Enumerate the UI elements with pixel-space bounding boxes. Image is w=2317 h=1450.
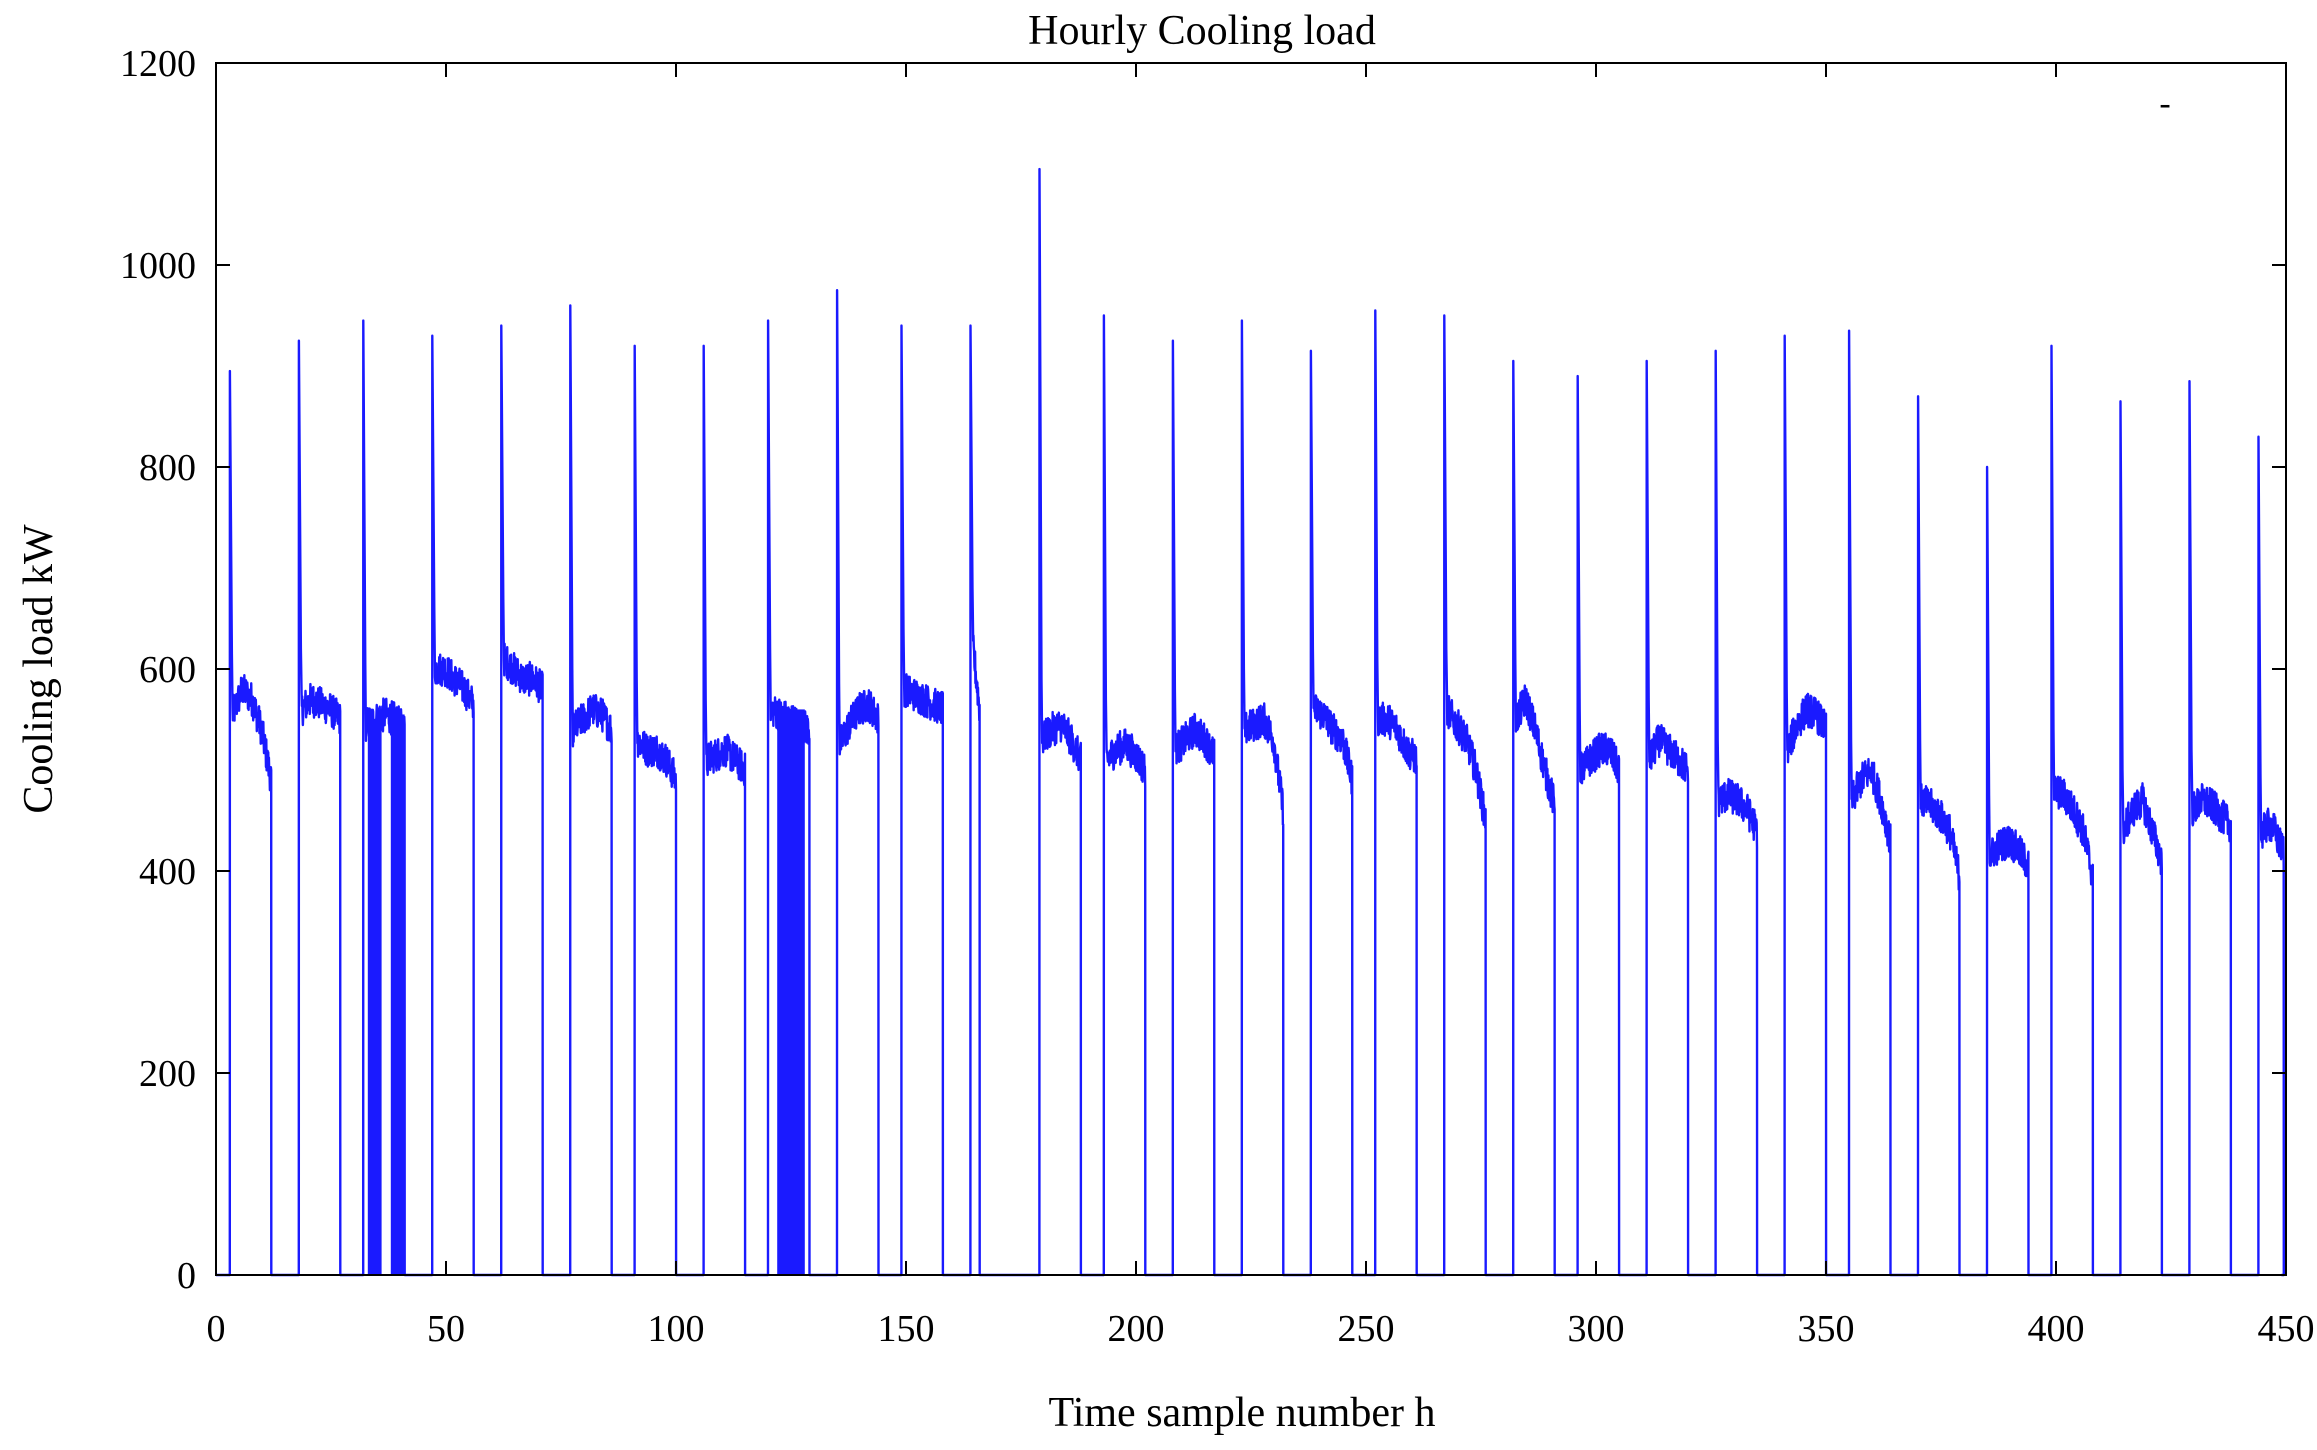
- y-axis-label: Cooling load kW: [16, 524, 62, 814]
- y-tick-label-5: 1000: [120, 245, 196, 287]
- y-tick-label-4: 800: [139, 447, 196, 489]
- x-tick-label-7: 350: [1798, 1308, 1855, 1350]
- x-tick-label-1: 50: [427, 1308, 465, 1350]
- x-tick-label-3: 150: [878, 1308, 935, 1350]
- x-tick-label-0: 0: [207, 1308, 226, 1350]
- y-axis-ticks: 0 200 400 600 800 1000 1200: [120, 43, 2286, 1297]
- dense-block-1: [390, 714, 405, 1275]
- x-tick-label-5: 250: [1338, 1308, 1395, 1350]
- y-tick-label-3: 600: [139, 649, 196, 691]
- chart-title: Hourly Cooling load: [1028, 8, 1376, 54]
- series-layer: [216, 167, 2285, 1277]
- y-tick-label-6: 1200: [120, 43, 196, 85]
- x-axis-ticks: 0 50 100 150 200 250 300 350 400 450: [207, 63, 2315, 1350]
- x-tick-label-2: 100: [648, 1308, 705, 1350]
- x-tick-label-9: 450: [2258, 1308, 2315, 1350]
- x-axis-label: Time sample number h: [1049, 1390, 1436, 1436]
- x-tick-label-8: 400: [2028, 1308, 2085, 1350]
- x-tick-label-6: 300: [1568, 1308, 1625, 1350]
- y-tick-label-1: 200: [139, 1053, 196, 1095]
- dense-block-2: [777, 709, 805, 1275]
- dense-block-0: [367, 724, 382, 1275]
- stray-mark: -: [2159, 85, 2170, 122]
- y-tick-label-2: 400: [139, 851, 196, 893]
- x-tick-label-4: 200: [1108, 1308, 1165, 1350]
- y-tick-label-0: 0: [177, 1255, 196, 1297]
- cooling-load-line: [216, 167, 2285, 1277]
